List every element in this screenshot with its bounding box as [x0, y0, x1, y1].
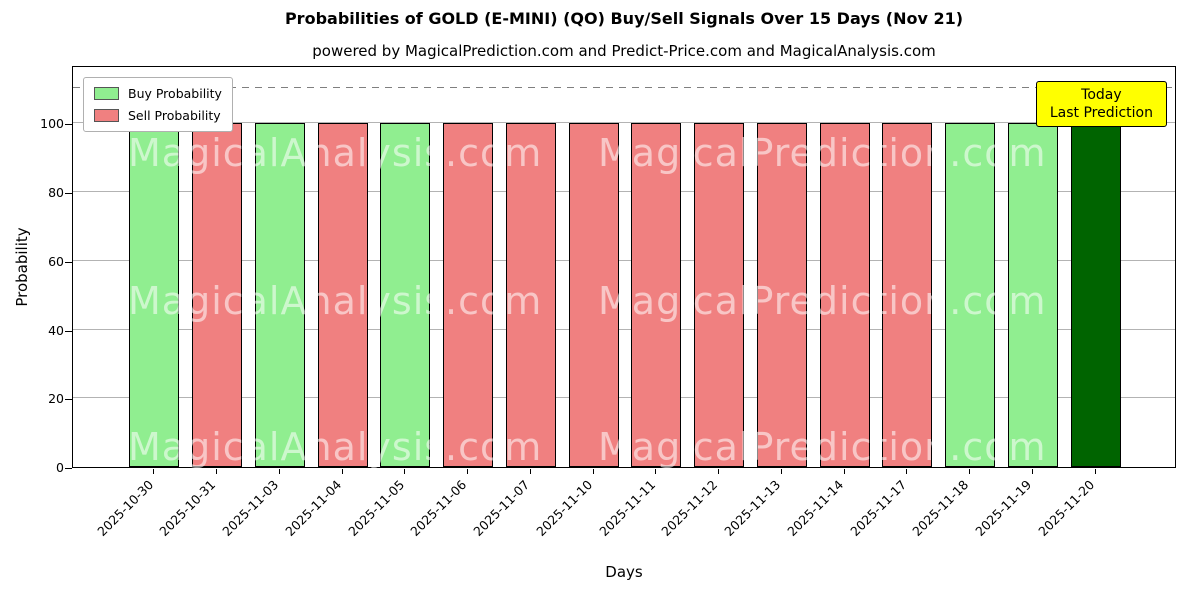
- x-tick-mark: [592, 469, 594, 474]
- x-axis-label: Days: [605, 563, 643, 581]
- x-tick-2025-10-30: 2025-10-30: [93, 477, 156, 539]
- x-tick-2025-11-17: 2025-11-17: [846, 477, 909, 539]
- y-tick-20: 20: [48, 391, 64, 407]
- x-tick-mark: [341, 469, 343, 474]
- legend-swatch-sell: [94, 109, 119, 122]
- x-tick-mark: [1094, 469, 1096, 474]
- bar-2025-10-31: [192, 123, 243, 467]
- today-annotation-line2: Last Prediction: [1049, 105, 1153, 122]
- bar-2025-11-04: [317, 123, 368, 467]
- gridline-y40: [73, 328, 1175, 330]
- x-tick-mark: [278, 469, 280, 474]
- legend-item-buy: Buy Probability: [94, 86, 222, 101]
- bar-2025-10-30: [129, 123, 180, 467]
- y-tick-80: 80: [48, 185, 64, 201]
- bar-2025-11-03: [254, 123, 305, 467]
- watermark-text: MagicalAnalysis.com: [128, 279, 543, 323]
- x-tick-2025-11-07: 2025-11-07: [470, 477, 533, 539]
- chart-title: Probabilities of GOLD (E-MINI) (QO) Buy/…: [284, 9, 964, 28]
- x-tick-mark: [1031, 469, 1033, 474]
- x-tick-mark: [969, 469, 971, 474]
- y-tick-40: 40: [48, 322, 64, 338]
- y-tick-mark: [65, 330, 72, 332]
- y-tick-mark: [65, 468, 72, 469]
- bar-2025-11-07: [505, 123, 556, 467]
- chart-subtitle: powered by MagicalPrediction.com and Pre…: [312, 42, 936, 60]
- x-tick-mark: [404, 469, 406, 474]
- y-axis-label: Probability: [13, 227, 31, 307]
- x-tick-2025-11-14: 2025-11-14: [784, 477, 847, 539]
- bar-2025-11-20: [1070, 123, 1121, 467]
- x-tick-2025-10-31: 2025-10-31: [156, 477, 219, 539]
- bar-2025-11-13: [756, 123, 807, 467]
- today-annotation: Today Last Prediction: [1035, 81, 1167, 128]
- x-tick-2025-11-04: 2025-11-04: [282, 477, 345, 539]
- legend-label-sell: Sell Probability: [128, 108, 221, 123]
- x-tick-mark: [843, 469, 845, 474]
- legend-label-buy: Buy Probability: [128, 86, 222, 101]
- bar-2025-11-17: [882, 123, 933, 467]
- y-tick-0: 0: [56, 460, 64, 475]
- x-tick-2025-11-13: 2025-11-13: [721, 477, 784, 539]
- legend-item-sell: Sell Probability: [94, 108, 222, 123]
- x-tick-2025-11-19: 2025-11-19: [972, 477, 1035, 539]
- legend: Buy Probability Sell Probability: [83, 77, 233, 132]
- bar-2025-11-19: [1007, 123, 1058, 467]
- x-tick-mark: [906, 469, 908, 474]
- plot-area: Buy Probability Sell Probability Today L…: [72, 66, 1176, 469]
- legend-swatch-buy: [94, 87, 119, 100]
- x-tick-mark: [718, 469, 720, 474]
- x-tick-mark: [153, 469, 155, 474]
- watermark-text: MagicalAnalysis.com: [128, 131, 543, 175]
- bar-2025-11-18: [945, 123, 996, 467]
- bar-2025-11-05: [380, 123, 431, 467]
- watermark-text: MagicalPrediction.com: [598, 131, 1047, 175]
- watermark-text: MagicalPrediction.com: [598, 279, 1047, 323]
- gridline-y100: [73, 122, 1175, 124]
- x-tick-2025-11-20: 2025-11-20: [1035, 477, 1098, 539]
- x-tick-mark: [467, 469, 469, 474]
- y-tick-60: 60: [48, 253, 64, 269]
- x-tick-2025-11-10: 2025-11-10: [533, 477, 596, 539]
- x-tick-2025-11-03: 2025-11-03: [219, 477, 282, 539]
- x-tick-2025-11-18: 2025-11-18: [909, 477, 972, 539]
- x-tick-mark: [216, 469, 218, 474]
- x-tick-2025-11-06: 2025-11-06: [407, 477, 470, 539]
- y-tick-mark: [65, 193, 72, 195]
- bar-2025-11-10: [568, 123, 619, 467]
- x-tick-2025-11-12: 2025-11-12: [658, 477, 721, 539]
- x-tick-mark: [529, 469, 531, 474]
- y-tick-mark: [65, 261, 72, 263]
- watermark-text: MagicalPrediction.com: [598, 425, 1047, 469]
- gridline-y20: [73, 397, 1175, 399]
- bar-2025-11-12: [694, 123, 745, 467]
- today-annotation-line1: Today: [1081, 87, 1122, 103]
- watermark-text: MagicalAnalysis.com: [128, 425, 543, 469]
- bar-2025-11-06: [443, 123, 494, 467]
- x-tick-mark: [780, 469, 782, 474]
- gridline-y60: [73, 259, 1175, 261]
- bar-2025-11-14: [819, 123, 870, 467]
- x-tick-2025-11-05: 2025-11-05: [344, 477, 407, 539]
- y-tick-mark: [65, 124, 72, 126]
- y-tick-mark: [65, 399, 72, 401]
- x-tick-2025-11-11: 2025-11-11: [595, 477, 658, 539]
- y-tick-100: 100: [40, 116, 64, 132]
- x-tick-mark: [655, 469, 657, 474]
- gridline-y80: [73, 191, 1175, 193]
- threshold-dashed-line: [73, 87, 1175, 90]
- bar-2025-11-11: [631, 123, 682, 467]
